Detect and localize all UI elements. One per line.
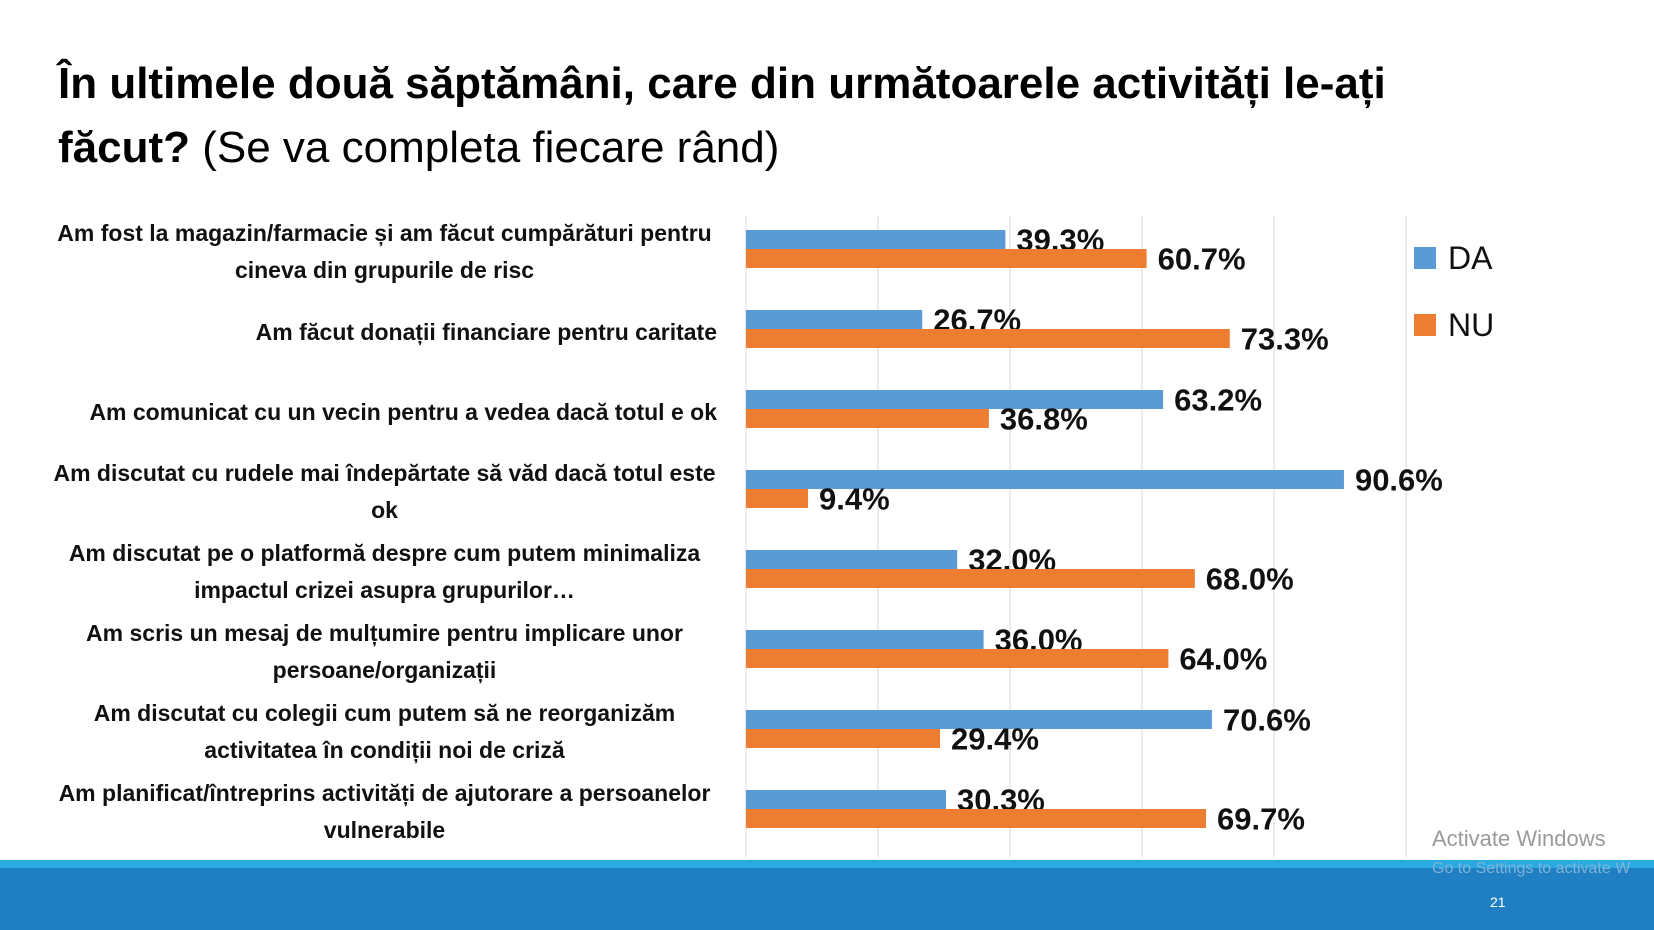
bar bbox=[746, 489, 809, 508]
chart-title: În ultimele două săptămâni, care din urm… bbox=[58, 59, 1386, 172]
value-label: 63.2% bbox=[1174, 383, 1262, 418]
value-label: 36.8% bbox=[1000, 402, 1088, 437]
footer-band bbox=[0, 868, 1654, 930]
bar bbox=[746, 710, 1212, 729]
title-block: În ultimele două săptămâni, care din urm… bbox=[58, 52, 1388, 180]
category-label: Am discutat cu colegii cum putem să ne r… bbox=[93, 700, 676, 763]
value-label: 70.6% bbox=[1223, 703, 1311, 738]
bar bbox=[746, 809, 1207, 828]
bar bbox=[746, 630, 984, 649]
chart-subtitle: (Se va completa fiecare rând) bbox=[202, 123, 780, 172]
value-label: 29.4% bbox=[951, 722, 1039, 757]
category-label: Am făcut donații financiare pentru carit… bbox=[255, 318, 717, 345]
category-label-box: Am scris un mesaj de mulțumire pentru im… bbox=[37, 612, 717, 692]
bar bbox=[746, 569, 1195, 588]
value-label: 60.7% bbox=[1158, 242, 1246, 277]
bar bbox=[746, 790, 946, 809]
bar bbox=[746, 649, 1169, 668]
value-label: 9.4% bbox=[819, 482, 890, 517]
value-label: 90.6% bbox=[1355, 463, 1443, 498]
category-label: Am fost la magazin/farmacie și am făcut … bbox=[57, 220, 712, 283]
bar bbox=[746, 310, 923, 329]
bar bbox=[746, 329, 1230, 348]
category-label-box: Am discutat cu colegii cum putem să ne r… bbox=[37, 692, 717, 772]
legend-swatch bbox=[1414, 314, 1436, 336]
category-label: Am scris un mesaj de mulțumire pentru im… bbox=[86, 620, 683, 683]
bar bbox=[746, 550, 958, 569]
category-label: Am discutat pe o platformă despre cum pu… bbox=[68, 540, 701, 603]
bar bbox=[746, 409, 989, 428]
page-number: 21 bbox=[1490, 894, 1506, 910]
bar bbox=[746, 390, 1164, 409]
legend-label: NU bbox=[1448, 307, 1494, 343]
category-label-box: Am fost la magazin/farmacie și am făcut … bbox=[37, 212, 717, 292]
legend-swatch bbox=[1414, 247, 1436, 269]
watermark-hint: Go to Settings to activate W bbox=[1432, 860, 1631, 877]
category-label: Am comunicat cu un vecin pentru a vedea … bbox=[89, 398, 717, 425]
value-label: 68.0% bbox=[1206, 562, 1294, 597]
category-label-box: Am planificat/întreprins activități de a… bbox=[37, 772, 717, 852]
bar bbox=[746, 230, 1006, 249]
category-label: Am planificat/întreprins activități de a… bbox=[58, 780, 711, 843]
legend-label: DA bbox=[1448, 240, 1493, 276]
value-label: 69.7% bbox=[1217, 802, 1305, 837]
bar bbox=[746, 249, 1147, 268]
category-label-box: Am făcut donații financiare pentru carit… bbox=[37, 292, 717, 372]
bar bbox=[746, 729, 941, 748]
watermark: Activate Windows bbox=[1432, 826, 1606, 851]
category-label-box: Am comunicat cu un vecin pentru a vedea … bbox=[37, 372, 717, 452]
category-label-box: Am discutat pe o platformă despre cum pu… bbox=[37, 532, 717, 612]
category-label-box: Am discutat cu rudele mai îndepărtate să… bbox=[37, 452, 717, 532]
value-label: 73.3% bbox=[1241, 322, 1329, 357]
value-label: 64.0% bbox=[1179, 642, 1267, 677]
category-label: Am discutat cu rudele mai îndepărtate să… bbox=[53, 460, 716, 523]
footer-stripe bbox=[0, 860, 1654, 868]
bar bbox=[746, 470, 1344, 489]
